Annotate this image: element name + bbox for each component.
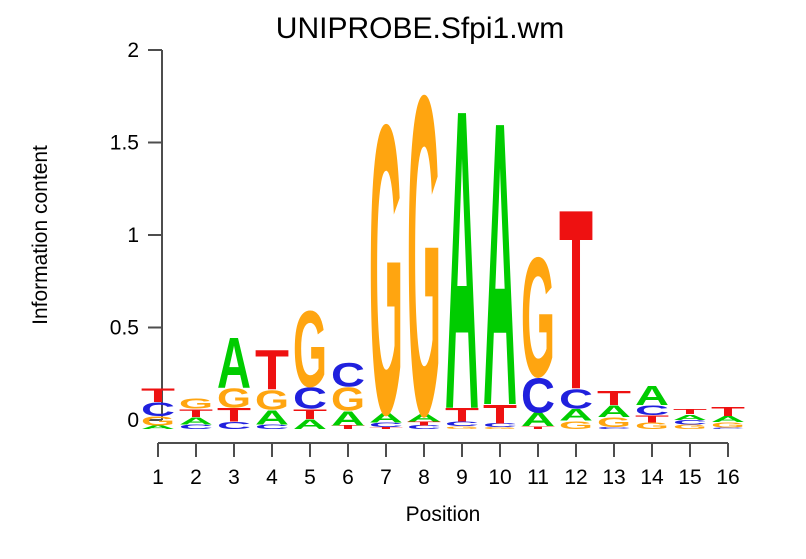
logo-letter-T: T bbox=[559, 157, 593, 444]
logo-letter-A: A bbox=[217, 322, 251, 404]
logo-letter-T: T bbox=[711, 405, 745, 419]
logo-letter-T: T bbox=[255, 337, 289, 402]
logo-letter-G: G bbox=[673, 423, 707, 430]
logo-letter-A: A bbox=[445, 21, 479, 499]
logo-letter-C: C bbox=[635, 402, 669, 418]
logo-letter-T: T bbox=[407, 421, 442, 427]
logo-letter-T: T bbox=[331, 425, 366, 431]
logo-letter-G: G bbox=[407, 1, 441, 511]
logo-letter-A: A bbox=[635, 379, 669, 411]
logo-letter-A: A bbox=[673, 413, 707, 421]
x-tick-label: 6 bbox=[342, 466, 354, 489]
logo-letter-C: C bbox=[141, 399, 175, 420]
logo-letter-T: T bbox=[635, 413, 669, 424]
logo-letter-G: G bbox=[445, 426, 479, 430]
x-tick-label: 11 bbox=[527, 466, 549, 489]
logo-letter-T: T bbox=[141, 385, 175, 406]
x-tick-label: 3 bbox=[228, 466, 240, 489]
x-tick-label: 4 bbox=[266, 466, 278, 489]
x-tick-label: 16 bbox=[716, 466, 739, 489]
logo-letter-G: G bbox=[293, 288, 327, 411]
chart-title: UNIPROBE.Sfpi1.wm bbox=[275, 12, 565, 45]
logo-letter-C: C bbox=[179, 423, 213, 430]
x-tick-label: 8 bbox=[418, 466, 430, 489]
logo-letter-A: A bbox=[521, 409, 555, 430]
y-tick-label: 1.5 bbox=[110, 132, 139, 155]
logo-letter-G: G bbox=[635, 421, 669, 431]
logo-letter-A: A bbox=[711, 415, 745, 424]
logo-letter-T: T bbox=[179, 407, 213, 420]
x-tick-label: 5 bbox=[304, 466, 316, 489]
x-tick-label: 14 bbox=[640, 466, 664, 489]
x-tick-label: 15 bbox=[678, 466, 701, 489]
x-axis-title: Position bbox=[405, 503, 481, 526]
logo-letter-A: A bbox=[293, 416, 327, 432]
logo-letter-C: C bbox=[597, 427, 631, 430]
logo-letter-T: T bbox=[673, 407, 708, 415]
logo-letter-T: T bbox=[293, 406, 327, 422]
x-tick-label: 9 bbox=[456, 466, 468, 489]
logo-letter-C: C bbox=[483, 423, 517, 429]
logo-letter-G: G bbox=[331, 382, 365, 418]
logo-letter-T: T bbox=[445, 404, 479, 425]
logo-letter-A: A bbox=[369, 410, 403, 426]
logo-letter-T: T bbox=[369, 427, 404, 430]
logo-letter-G: G bbox=[179, 395, 213, 412]
logo-letter-C: C bbox=[521, 367, 555, 423]
logo-letter-G: G bbox=[483, 427, 517, 430]
logo-letter-C: C bbox=[217, 420, 251, 431]
y-tick-label: 1 bbox=[127, 224, 139, 247]
logo-letter-T: T bbox=[521, 426, 556, 430]
logo-letter-A: A bbox=[179, 415, 213, 426]
logo-letter-A: A bbox=[331, 408, 365, 431]
logo-letter-A: A bbox=[559, 406, 593, 424]
logo-letter-A: A bbox=[255, 407, 289, 430]
logo-letter-A: A bbox=[483, 38, 517, 491]
logo-letter-G: G bbox=[559, 419, 593, 432]
logo-letter-G: G bbox=[369, 40, 403, 501]
logo-letter-T: T bbox=[483, 399, 518, 429]
logo-letter-C: C bbox=[369, 422, 403, 429]
y-tick-label: 0.5 bbox=[110, 317, 139, 340]
x-tick-label: 13 bbox=[602, 466, 625, 489]
logo-letter-C: C bbox=[407, 425, 441, 431]
logo-letter-C: C bbox=[255, 423, 289, 430]
x-tick-label: 1 bbox=[152, 466, 164, 489]
x-tick-label: 7 bbox=[380, 466, 392, 489]
logo-letter-G: G bbox=[255, 384, 289, 416]
logo-letter-C: C bbox=[331, 356, 365, 394]
logo-letter-C: C bbox=[445, 421, 479, 428]
logo-letter-C: C bbox=[293, 381, 327, 415]
y-tick-label: 2 bbox=[127, 39, 139, 62]
logo-letter-G: G bbox=[141, 414, 175, 428]
logo-letter-C: C bbox=[673, 419, 707, 426]
logo-letter-C: C bbox=[559, 383, 593, 415]
y-tick-label: 0 bbox=[127, 409, 139, 432]
logo-letter-T: T bbox=[217, 404, 251, 425]
logo-letter-G: G bbox=[711, 421, 745, 429]
logo-letter-A: A bbox=[597, 402, 631, 420]
x-tick-label: 12 bbox=[564, 466, 587, 489]
logo-letter-T: T bbox=[597, 387, 631, 410]
logo-letter-G: G bbox=[217, 382, 251, 414]
logo-letter-A: A bbox=[141, 425, 175, 431]
x-tick-label: 2 bbox=[190, 466, 202, 489]
logo-letter-A: A bbox=[407, 411, 441, 424]
x-tick-label: 10 bbox=[488, 466, 511, 489]
logo-letter-C: C bbox=[711, 427, 745, 429]
logo-letter-G: G bbox=[521, 223, 555, 414]
logo-letter-G: G bbox=[597, 414, 631, 430]
